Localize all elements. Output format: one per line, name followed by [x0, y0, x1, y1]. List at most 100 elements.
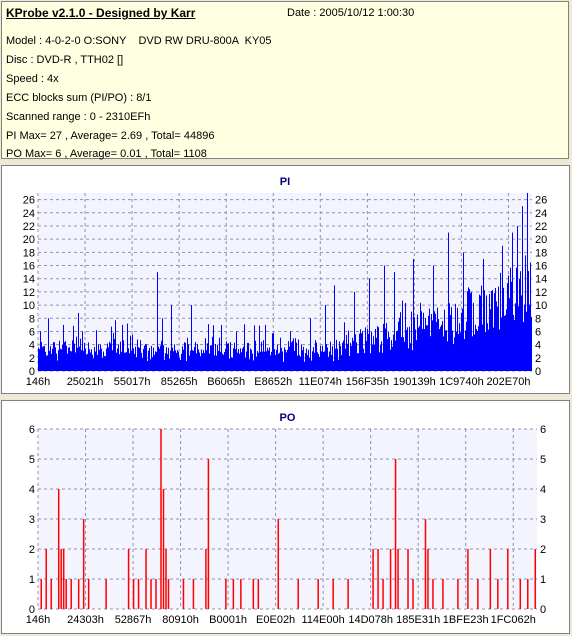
pi-bar — [364, 353, 365, 371]
pi-bar — [307, 355, 308, 371]
pi-bar — [387, 339, 388, 371]
pi-bar — [173, 351, 174, 371]
pi-bar — [328, 356, 329, 371]
pi-bar — [50, 346, 51, 371]
pi-bar — [209, 353, 210, 371]
pi-bar — [169, 358, 170, 371]
pi-bar — [141, 352, 142, 371]
pi-bar — [234, 342, 235, 371]
info-scanned-range: Scanned range : 0 - 2310EFh — [6, 111, 151, 123]
po-chart-panel: PO 0 0 1 1 2 2 3 3 4 4 5 5 6 6 146h 24303h 52867h 80910h B0… — [1, 400, 570, 634]
pi-bar — [233, 348, 234, 371]
pi-bar — [315, 340, 316, 371]
pi-bar — [426, 325, 427, 371]
pi-bar — [247, 343, 248, 371]
pi-bar — [135, 346, 136, 371]
pi-x-tick-label: 11E074h — [299, 376, 342, 388]
pi-bar — [444, 309, 445, 371]
pi-bar — [84, 342, 85, 371]
pi-bar — [393, 334, 394, 371]
pi-bar — [139, 347, 140, 371]
pi-chart-title: PI — [280, 176, 290, 188]
po-x-tick-label: 52867h — [115, 614, 152, 626]
pi-bar — [366, 340, 367, 371]
pi-x-tick-label: E8652h — [254, 376, 292, 388]
pi-bar — [381, 341, 382, 371]
pi-bar — [518, 306, 519, 371]
pi-bar — [519, 279, 520, 371]
pi-bar — [187, 337, 188, 371]
pi-bar — [110, 343, 111, 371]
pi-bar — [452, 330, 453, 371]
pi-bar — [343, 340, 344, 371]
pi-bar — [214, 355, 215, 371]
pi-bar — [369, 278, 370, 371]
pi-bar — [511, 281, 512, 371]
pi-bar — [122, 324, 123, 371]
pi-bar — [510, 267, 511, 371]
pi-bar — [355, 334, 356, 371]
pi-bar — [107, 343, 108, 371]
pi-bar — [481, 285, 482, 371]
pi-bar — [493, 327, 494, 371]
pi-bar — [282, 351, 283, 371]
pi-bar — [136, 357, 137, 371]
pi-bar — [323, 351, 324, 371]
pi-bar — [80, 338, 81, 371]
pi-bar — [180, 360, 181, 371]
po-y-tick-left: 6 — [29, 424, 35, 436]
pi-bar — [442, 321, 443, 371]
pi-bar — [256, 356, 257, 371]
pi-bar — [158, 346, 159, 371]
pi-bar — [85, 348, 86, 371]
pi-bar — [406, 329, 407, 371]
po-y-tick-right: 0 — [540, 604, 546, 616]
pi-y-tick-left: 2 — [29, 353, 35, 365]
pi-bar — [75, 352, 76, 371]
po-y-tick-right: 2 — [540, 544, 546, 556]
pi-bar — [212, 336, 213, 371]
pi-bar — [171, 305, 172, 371]
po-bar — [127, 549, 130, 609]
pi-bar — [376, 337, 377, 371]
pi-bar — [418, 327, 419, 371]
pi-bar — [200, 356, 201, 371]
pi-bar — [297, 355, 298, 371]
pi-bar — [185, 342, 186, 371]
pi-bar — [401, 337, 402, 371]
pi-bar — [363, 348, 364, 371]
pi-bar — [477, 330, 478, 371]
pi-bar — [332, 346, 333, 371]
pi-bar — [191, 305, 192, 371]
pi-bar — [408, 348, 409, 371]
pi-bar — [103, 351, 104, 371]
pi-bar — [285, 349, 286, 371]
pi-bar — [529, 304, 530, 371]
pi-bar — [144, 345, 145, 371]
pi-bar — [186, 360, 187, 371]
po-bar — [427, 549, 429, 609]
pi-bar — [319, 356, 320, 371]
pi-bar — [465, 330, 466, 371]
pi-bar — [292, 340, 293, 371]
pi-bar — [353, 340, 354, 371]
pi-bar — [167, 354, 168, 371]
pi-bar — [402, 300, 403, 371]
pi-bar — [227, 343, 228, 371]
pi-bar — [273, 332, 274, 371]
pi-bar — [63, 324, 64, 371]
pi-bar — [160, 345, 161, 371]
pi-bar — [410, 343, 411, 371]
pi-bar — [293, 338, 294, 371]
pi-y-tick-right: 24 — [535, 208, 547, 220]
pi-bar — [476, 329, 477, 371]
pi-bar — [126, 352, 127, 371]
pi-bar — [528, 271, 529, 371]
pi-bar — [295, 338, 296, 371]
pi-bar — [109, 341, 110, 371]
pi-bar — [310, 318, 311, 371]
pi-bar — [46, 355, 47, 371]
pi-x-tick-label: 156F35h — [346, 376, 389, 388]
pi-bar — [264, 351, 265, 371]
